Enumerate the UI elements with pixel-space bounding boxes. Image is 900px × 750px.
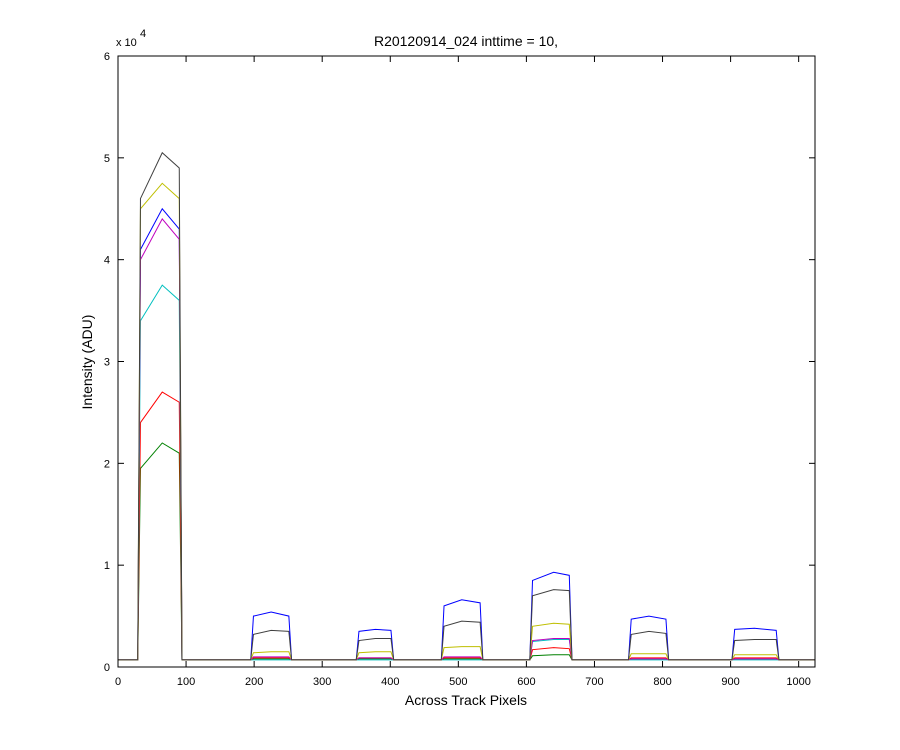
x-tick-label: 200 bbox=[245, 676, 263, 688]
series-line bbox=[118, 151, 815, 661]
x-tick-label: 900 bbox=[721, 676, 739, 688]
y-tick-label: 4 bbox=[104, 255, 110, 267]
x-tick-label: 500 bbox=[449, 676, 467, 688]
x-tick-label: 300 bbox=[313, 676, 331, 688]
x-tick-label: 100 bbox=[177, 676, 195, 688]
y-tick-label: 6 bbox=[104, 51, 110, 63]
x-tick-label: 700 bbox=[585, 676, 603, 688]
y-tick-label: 0 bbox=[104, 662, 110, 674]
y-tick-label: 2 bbox=[104, 458, 110, 470]
plot-area bbox=[118, 56, 815, 667]
x-axis-label: Across Track Pixels bbox=[405, 692, 527, 708]
y-tick-label: 1 bbox=[104, 560, 110, 572]
x-tick-label: 800 bbox=[653, 676, 671, 688]
y-axis-label: Intensity (ADU) bbox=[79, 315, 95, 410]
y-tick-label: 3 bbox=[104, 357, 110, 369]
x-tick-label: 1000 bbox=[786, 676, 810, 688]
chart-title: R20120914_024 inttime = 10, bbox=[374, 33, 558, 49]
x-tick-label: 0 bbox=[115, 676, 121, 688]
x-tick-label: 400 bbox=[381, 676, 399, 688]
y-multiplier: x 10 bbox=[116, 37, 137, 49]
y-tick-label: 5 bbox=[104, 153, 110, 165]
y-exponent: 4 bbox=[140, 28, 146, 40]
x-tick-label: 600 bbox=[517, 676, 535, 688]
